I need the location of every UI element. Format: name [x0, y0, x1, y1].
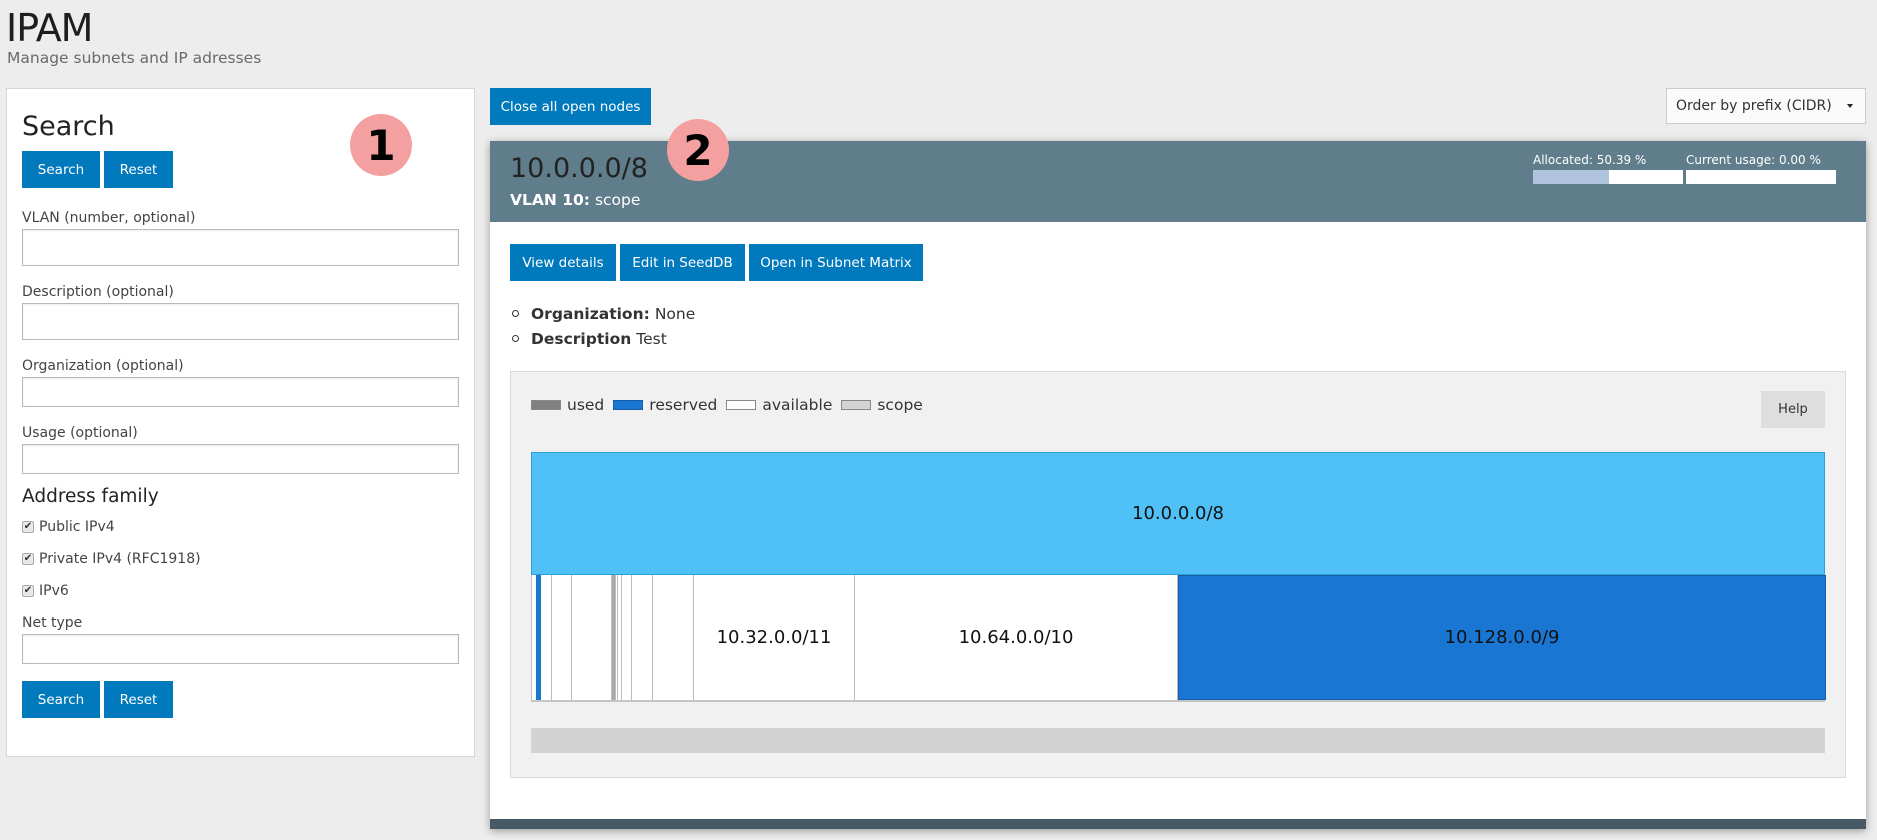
info-organization: Organization: None — [512, 301, 695, 326]
search-button[interactable]: Search — [22, 681, 100, 718]
close-all-nodes-button[interactable]: Close all open nodes — [490, 88, 651, 125]
open-subnet-matrix-button[interactable]: Open in Subnet Matrix — [749, 244, 923, 281]
usage-label: Usage (optional) — [22, 425, 138, 441]
reset-button-top[interactable]: Reset — [104, 151, 173, 188]
check-icon[interactable]: ✔ — [22, 585, 34, 597]
search-heading: Search — [22, 111, 115, 142]
legend: used reserved available scope — [531, 396, 932, 414]
subnet-card-footer — [490, 819, 1866, 829]
subnet-block-10-128[interactable]: 10.128.0.0/9 — [1178, 575, 1826, 700]
order-select[interactable]: Order by prefix (CIDR) — [1666, 88, 1866, 124]
subnet-card: 10.0.0.0/8 VLAN 10: scope Allocated: 50.… — [490, 141, 1866, 829]
horizontal-scrollbar[interactable] — [531, 728, 1825, 753]
net-type-label: Net type — [22, 615, 83, 631]
subnet-block-used[interactable] — [612, 575, 616, 700]
subnet-block-tiny-reserved[interactable] — [536, 575, 541, 700]
swatch-used — [531, 400, 561, 410]
subnet-block-small[interactable] — [632, 575, 653, 700]
check-icon[interactable]: ✔ — [22, 521, 34, 533]
organization-input[interactable] — [22, 377, 459, 407]
usage-label: Current usage: 0.00 % — [1686, 153, 1821, 167]
vlan-value: scope — [594, 191, 641, 209]
legend-used: used — [531, 396, 604, 414]
page-subtitle: Manage subnets and IP adresses — [7, 49, 262, 67]
allocated-meter-fill — [1533, 170, 1609, 184]
subnet-card-header[interactable]: 10.0.0.0/8 VLAN 10: scope Allocated: 50.… — [490, 141, 1866, 222]
info-description: Description Test — [512, 326, 695, 351]
address-family-heading: Address family — [22, 486, 159, 507]
usage-meter — [1686, 170, 1836, 184]
subnet-block-tiny[interactable] — [622, 575, 632, 700]
subnet-block-10-32[interactable]: 10.32.0.0/11 — [694, 575, 855, 700]
subnet-block-tiny[interactable] — [541, 575, 552, 700]
legend-reserved: reserved — [613, 396, 717, 414]
usage-input[interactable] — [22, 444, 459, 474]
subnet-children-row: 10.32.0.0/11 10.64.0.0/10 10.128.0.0/9 — [531, 575, 1826, 702]
net-type-input[interactable] — [22, 634, 459, 664]
caret-down-icon — [1847, 104, 1853, 108]
allocated-meter — [1533, 170, 1683, 184]
subnet-vlan: VLAN 10: scope — [510, 191, 640, 209]
search-button-top[interactable]: Search — [22, 151, 100, 188]
swatch-scope — [841, 400, 872, 410]
subnet-prefix: 10.0.0.0/8 — [510, 153, 648, 184]
check-icon[interactable]: ✔ — [22, 553, 34, 565]
annotation-badge-1: 1 — [350, 114, 412, 176]
legend-scope: scope — [841, 396, 923, 414]
bullet-icon — [512, 335, 519, 342]
subnet-block-tiny[interactable] — [616, 575, 618, 700]
search-panel: Search Search Reset VLAN (number, option… — [6, 88, 475, 757]
swatch-reserved — [613, 400, 644, 410]
bullet-icon — [512, 310, 519, 317]
subnet-visualization: used reserved available scope Help 10.0.… — [510, 371, 1846, 778]
checkbox-label: IPv6 — [39, 583, 69, 599]
vlan-input[interactable] — [22, 229, 459, 266]
subnet-block-10-64[interactable]: 10.64.0.0/10 — [855, 575, 1178, 700]
page-title: IPAM — [6, 6, 93, 50]
checkbox-label: Public IPv4 — [39, 519, 115, 535]
view-details-button[interactable]: View details — [510, 244, 616, 281]
checkbox-private-ipv4[interactable]: ✔ Private IPv4 (RFC1918) — [22, 551, 201, 567]
subnet-block-root[interactable]: 10.0.0.0/8 — [531, 452, 1825, 575]
description-label: Description (optional) — [22, 284, 174, 300]
checkbox-public-ipv4[interactable]: ✔ Public IPv4 — [22, 519, 115, 535]
swatch-available — [726, 400, 757, 410]
subnet-block-tiny[interactable] — [618, 575, 622, 700]
description-input[interactable] — [22, 303, 459, 340]
subnet-block-small[interactable] — [653, 575, 694, 700]
reset-button[interactable]: Reset — [104, 681, 173, 718]
allocated-label: Allocated: 50.39 % — [1533, 153, 1647, 167]
checkbox-label: Private IPv4 (RFC1918) — [39, 551, 201, 567]
checkbox-ipv6[interactable]: ✔ IPv6 — [22, 583, 69, 599]
subnet-info-list: Organization: None Description Test — [512, 301, 695, 351]
organization-label: Organization (optional) — [22, 358, 184, 374]
subnet-block-small[interactable] — [572, 575, 612, 700]
help-button[interactable]: Help — [1761, 391, 1825, 428]
vlan-key: VLAN 10: — [510, 191, 591, 209]
vlan-label: VLAN (number, optional) — [22, 210, 196, 226]
subnet-block-tiny[interactable] — [552, 575, 572, 700]
order-select-value: Order by prefix (CIDR) — [1676, 98, 1832, 114]
annotation-badge-2: 2 — [667, 119, 729, 181]
edit-seeddb-button[interactable]: Edit in SeedDB — [620, 244, 745, 281]
legend-available: available — [726, 396, 832, 414]
